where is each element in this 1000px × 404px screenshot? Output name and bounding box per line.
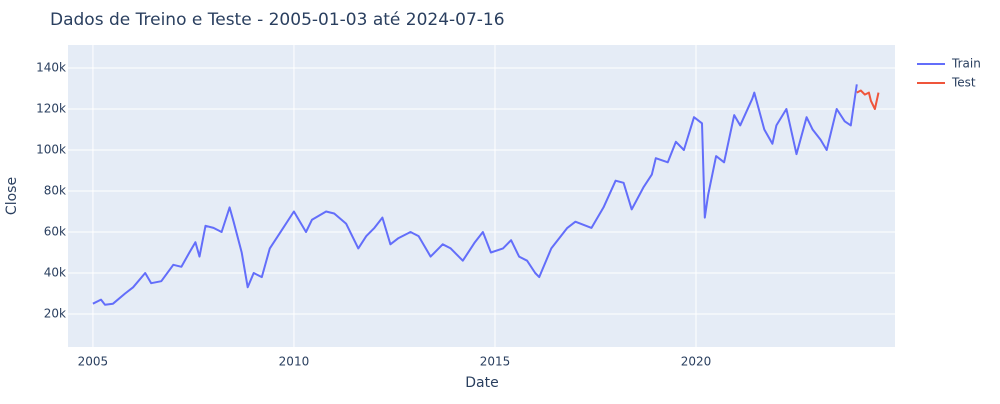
y-tick-label: 120k bbox=[36, 101, 66, 115]
x-axis-title: Date bbox=[465, 375, 498, 391]
plot-area bbox=[68, 45, 895, 347]
x-tick-label: 2015 bbox=[480, 355, 511, 369]
y-tick-label: 100k bbox=[36, 142, 66, 156]
legend-label: Test bbox=[951, 76, 976, 90]
x-tick-label: 2010 bbox=[279, 355, 310, 369]
legend-label: Train bbox=[951, 57, 981, 71]
line bbox=[856, 89, 880, 110]
y-axis-title: Close bbox=[4, 177, 20, 215]
chart-title: Dados de Treino e Teste - 2005-01-03 até… bbox=[50, 10, 505, 30]
y-tick-label: 80k bbox=[44, 183, 66, 197]
y-tick-label: 60k bbox=[44, 224, 66, 238]
x-tick-label: 2005 bbox=[78, 355, 109, 369]
line bbox=[92, 84, 858, 306]
x-tick-label: 2020 bbox=[681, 355, 712, 369]
y-tick-label: 40k bbox=[44, 265, 66, 279]
y-tick-label: 140k bbox=[36, 60, 66, 74]
y-tick-label: 20k bbox=[44, 306, 66, 320]
